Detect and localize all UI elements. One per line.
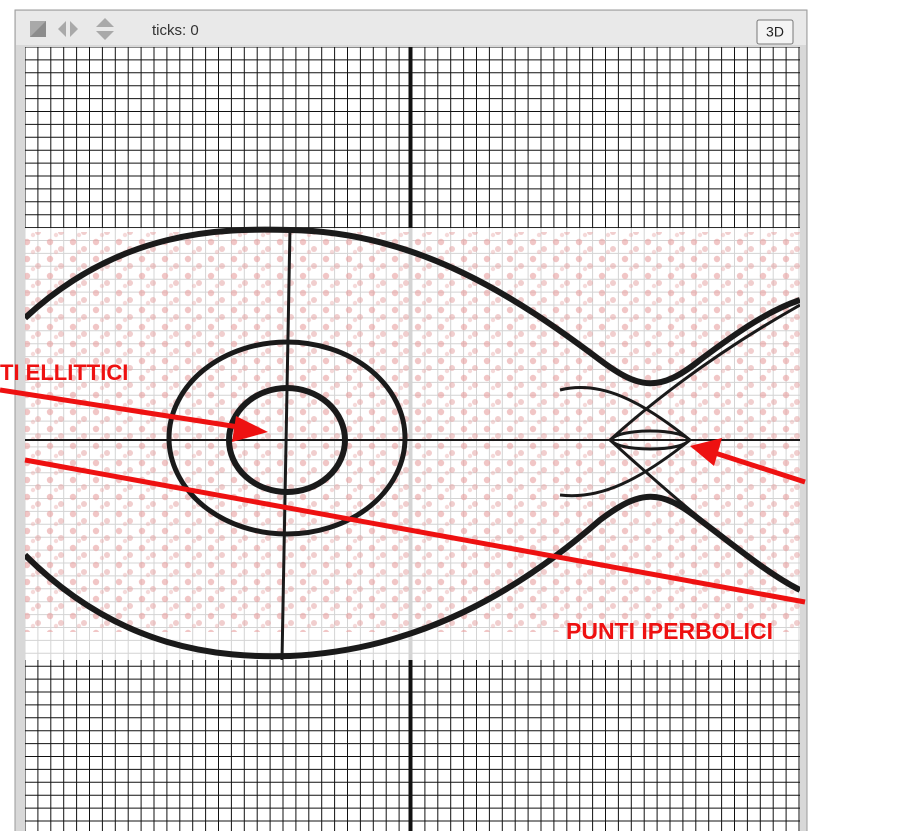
- separatrix-up: [608, 303, 800, 442]
- overlay-image: [25, 226, 800, 661]
- arrowhead-elliptic: [232, 416, 268, 442]
- annotation-arrows: [0, 387, 806, 605]
- separatrix-down: [608, 438, 800, 592]
- separatrix-left-down: [559, 438, 691, 498]
- outer-curve-top: [25, 226, 800, 387]
- label-hyperbolic: PUNTI IPERBOLICI: [566, 618, 773, 644]
- phase-curves: [25, 226, 800, 661]
- toolbar: [16, 11, 806, 45]
- arrow-elliptic: [0, 387, 246, 431]
- view-3d-button[interactable]: [756, 19, 794, 45]
- view-3d-label: 3D: [766, 24, 784, 40]
- label-elliptic: TI ELLITTICI: [0, 360, 128, 385]
- arrowhead-hyperbolic: [690, 438, 722, 466]
- icon-arrows-lr[interactable]: [58, 21, 78, 37]
- ticks-label: ticks: 0: [152, 22, 199, 39]
- scatter-dots: [25, 232, 800, 632]
- icon-arrows-ud[interactable]: [96, 18, 114, 40]
- separatrix-left-up: [559, 385, 691, 442]
- axis-vertical: [280, 227, 292, 661]
- arrow-hyperbolic: [714, 450, 806, 485]
- icon-square-shade: [30, 21, 46, 37]
- line-hyperbolic: [24, 457, 806, 605]
